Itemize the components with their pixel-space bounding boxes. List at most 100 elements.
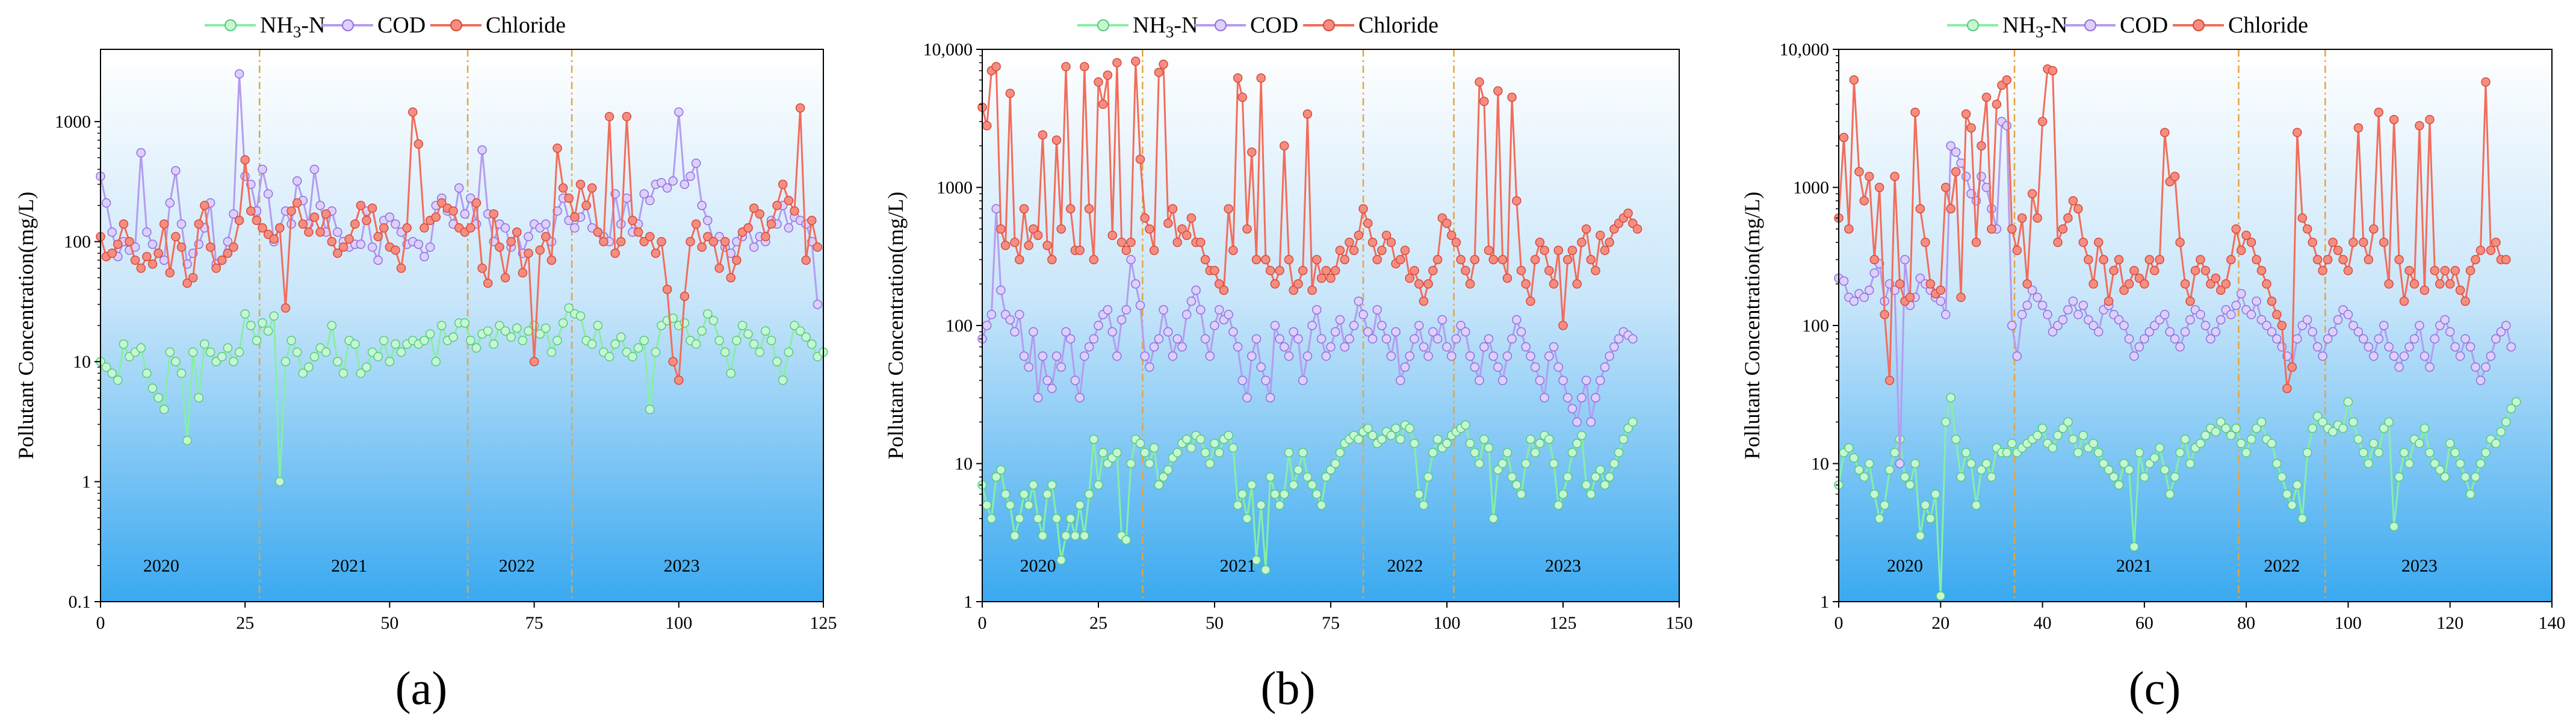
data-point-chloride	[616, 236, 626, 247]
data-point-chloride	[286, 206, 296, 216]
data-point-chloride	[1591, 265, 1600, 276]
data-point-chloride	[1015, 255, 1024, 265]
data-point-nh3	[1121, 535, 1132, 545]
data-point-cod	[2134, 342, 2144, 352]
data-point-nh3	[1900, 472, 1910, 482]
data-point-cod	[1191, 285, 1201, 295]
data-point-cod	[2058, 315, 2068, 325]
data-point-cod	[2379, 321, 2389, 330]
x-tick-label: 25	[236, 613, 254, 633]
data-point-cod	[107, 227, 117, 237]
data-point-cod	[2180, 327, 2190, 337]
data-point-cod	[1391, 327, 1401, 337]
data-point-nh3	[1869, 489, 1880, 499]
x-tick-label: 0	[96, 613, 105, 633]
data-point-cod	[2430, 334, 2440, 344]
data-point-nh3	[726, 368, 736, 378]
data-point-nh3	[1000, 489, 1011, 499]
data-point-chloride	[2088, 279, 2098, 289]
data-point-chloride	[1159, 60, 1168, 69]
data-point-cod	[1237, 375, 1248, 386]
data-point-cod	[686, 171, 695, 181]
data-point-chloride	[2170, 171, 2180, 182]
data-point-cod	[1432, 334, 1443, 344]
data-point-cod	[2226, 310, 2236, 319]
data-point-nh3	[2175, 448, 2185, 458]
data-point-cod	[697, 200, 707, 211]
chart-panel-b: NH3-N COD Chloride Pollutant Concentrati…	[884, 13, 1693, 714]
data-point-chloride	[1024, 241, 1033, 250]
data-point-nh3	[1910, 458, 1920, 469]
data-point-nh3	[772, 357, 782, 366]
data-point-chloride	[362, 215, 371, 226]
data-point-chloride	[171, 232, 181, 242]
data-point-chloride	[350, 219, 360, 229]
data-point-nh3	[564, 303, 574, 313]
data-point-chloride	[813, 242, 823, 252]
data-point-nh3	[784, 347, 794, 357]
data-point-chloride	[165, 268, 175, 278]
data-point-nh3	[1145, 458, 1154, 469]
data-point-nh3	[1951, 434, 1961, 444]
data-point-chloride	[200, 200, 209, 211]
data-point-chloride	[720, 236, 730, 247]
data-point-cod	[2246, 310, 2256, 319]
data-point-nh3	[2119, 458, 2129, 469]
data-point-nh3	[1479, 434, 1489, 444]
data-point-nh3	[2134, 448, 2144, 458]
data-point-cod	[1521, 342, 1531, 352]
data-point-cod	[2312, 342, 2323, 352]
data-point-nh3	[2129, 541, 2139, 552]
data-point-nh3	[633, 343, 643, 353]
data-point-cod	[1414, 321, 1424, 330]
data-point-nh3	[205, 347, 215, 357]
data-point-cod	[996, 285, 1006, 295]
data-point-nh3	[541, 323, 551, 333]
data-point-nh3	[778, 375, 788, 385]
data-point-nh3	[1581, 480, 1591, 490]
data-point-cod	[2063, 305, 2073, 315]
data-point-chloride	[2078, 238, 2088, 247]
data-point-nh3	[2252, 424, 2261, 433]
data-point-chloride	[691, 219, 701, 229]
data-point-chloride	[1116, 238, 1127, 247]
data-point-cod	[2293, 334, 2302, 344]
data-point-chloride	[2308, 238, 2317, 247]
data-point-cod	[2150, 321, 2160, 330]
legend-label-chloride: Chloride	[2228, 13, 2308, 38]
data-point-nh3	[761, 326, 770, 336]
data-point-chloride	[1381, 230, 1392, 240]
data-point-chloride	[2185, 296, 2195, 306]
data-point-chloride	[1586, 255, 1596, 265]
data-point-cod	[1210, 321, 1219, 330]
data-point-chloride	[2348, 238, 2358, 247]
data-point-cod	[541, 219, 551, 229]
data-point-nh3	[1549, 458, 1559, 469]
data-point-nh3	[801, 332, 811, 342]
data-point-cod	[1038, 351, 1048, 361]
data-point-cod	[391, 219, 400, 229]
data-point-cod	[2359, 334, 2368, 344]
data-point-cod	[1451, 334, 1461, 344]
data-point-chloride	[188, 273, 198, 283]
data-point-chloride	[1293, 279, 1303, 289]
data-point-cod	[524, 232, 533, 242]
data-point-chloride	[1145, 224, 1154, 234]
data-point-nh3	[1502, 448, 1512, 458]
data-point-cod	[1126, 255, 1136, 265]
data-point-nh3	[1140, 448, 1150, 458]
data-point-nh3	[1461, 420, 1470, 430]
data-point-chloride	[280, 303, 291, 313]
data-point-chloride	[982, 121, 992, 131]
data-point-nh3	[1512, 480, 1522, 490]
data-point-nh3	[790, 321, 799, 330]
data-point-chloride	[321, 209, 331, 219]
data-point-nh3	[263, 326, 273, 336]
data-point-chloride	[1089, 255, 1099, 265]
data-point-chloride	[107, 248, 117, 258]
data-point-chloride	[1951, 167, 1961, 177]
data-point-chloride	[2124, 279, 2134, 289]
data-point-nh3	[1507, 472, 1517, 482]
data-point-nh3	[1961, 448, 1971, 458]
x-tick-label: 100	[1434, 613, 1461, 633]
